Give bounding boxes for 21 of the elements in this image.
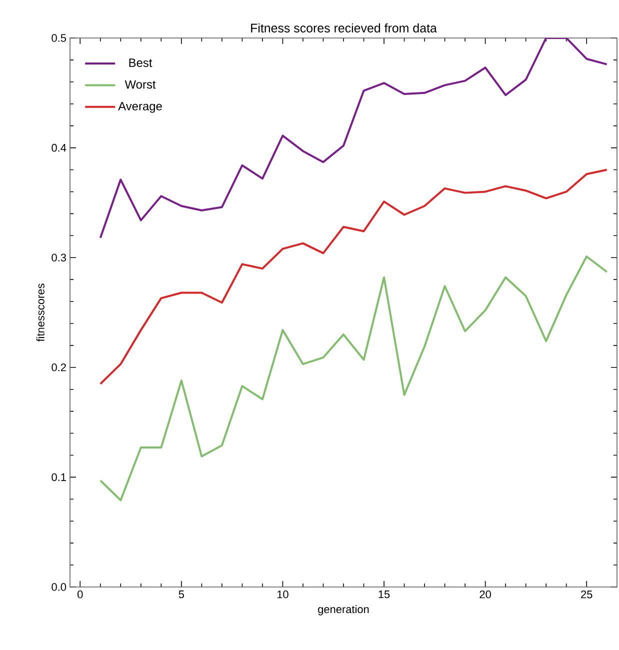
y-tick-label: 0.5 [52, 34, 66, 42]
x-axis-title: generation [318, 605, 369, 616]
y-tick-label: 0.1 [52, 473, 66, 482]
line-series [99, 38, 608, 239]
x-tick-label: 15 [378, 590, 390, 598]
y-tick-label: 0.3 [52, 254, 66, 262]
y-tick-label: 0.0 [52, 583, 66, 591]
y-axis-title: fitnesscores [36, 284, 44, 342]
line-series [99, 255, 608, 502]
y-tick-label: 0.2 [52, 364, 66, 372]
x-tick-label: 0 [78, 590, 83, 598]
x-tick-label: 25 [581, 590, 592, 598]
legend-label: Worst [124, 80, 156, 89]
line-series [99, 168, 608, 385]
y-tick-label: 0.4 [52, 144, 66, 152]
x-tick-label: 20 [480, 590, 491, 598]
chart-title: Fitness scores recieved from data [251, 23, 437, 32]
legend-label: Best [129, 58, 152, 67]
x-tick-label: 10 [277, 590, 288, 598]
x-tick-label: 5 [178, 590, 184, 598]
legend-label: Average [118, 102, 162, 113]
